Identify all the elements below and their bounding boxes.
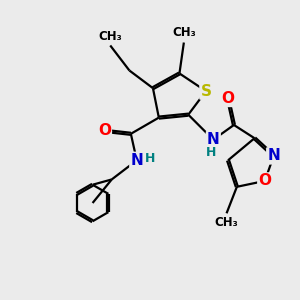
Text: O: O xyxy=(98,123,111,138)
Text: CH₃: CH₃ xyxy=(172,26,196,39)
Text: N: N xyxy=(207,132,220,147)
Text: CH₃: CH₃ xyxy=(215,216,238,229)
Text: CH₃: CH₃ xyxy=(98,29,122,43)
Text: N: N xyxy=(130,153,143,168)
Text: N: N xyxy=(267,148,280,164)
Text: S: S xyxy=(200,84,211,99)
Text: H: H xyxy=(145,152,155,165)
Text: O: O xyxy=(221,91,235,106)
Text: O: O xyxy=(258,173,271,188)
Text: H: H xyxy=(206,146,216,159)
